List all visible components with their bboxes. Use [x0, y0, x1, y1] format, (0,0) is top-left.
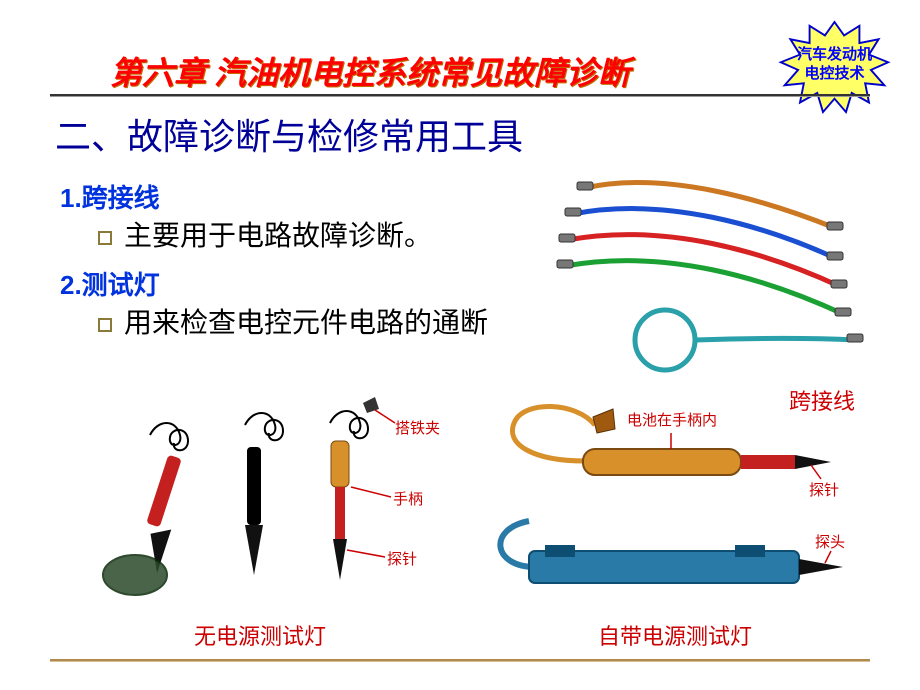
wire-1	[585, 183, 835, 228]
ann-handle: 手柄	[393, 488, 423, 509]
ann-battery: 电池在手柄内	[627, 409, 717, 430]
bullet-square-icon	[98, 318, 112, 332]
item-head-1: 1.跨接线	[60, 178, 490, 215]
figure-nopower-label: 无电源测试灯	[95, 619, 425, 651]
wire-5	[695, 339, 855, 341]
badge-line2: 电控技术	[804, 66, 864, 82]
bottom-rule	[50, 659, 870, 662]
badge-line1: 汽车发动机	[797, 47, 872, 63]
wire-loop	[635, 310, 695, 370]
ann-clip: 搭铁夹	[395, 417, 440, 438]
figure-no-power-lamp: 搭铁夹 手柄 探针 无电源测试灯	[95, 395, 425, 651]
figure-self-power-lamp: 电池在手柄内 探针 探头 自带电源测试灯	[475, 395, 875, 651]
top-clip-icon	[593, 409, 615, 433]
bullet-text-1: 主要用于电路故障诊断。	[124, 219, 432, 255]
bottom-probe-tip-icon	[799, 559, 843, 575]
top-rule	[50, 94, 870, 97]
item-head-2: 2.测试灯	[60, 265, 490, 302]
bullet-row-1: 主要用于电路故障诊断。	[98, 219, 490, 255]
ann-probe2: 探头	[815, 531, 845, 552]
badge-text: 汽车发动机 电控技术	[777, 46, 892, 84]
top-handle	[583, 449, 741, 475]
bullet-text-2: 用来检查电控元件电路的通断	[124, 306, 488, 342]
chapter-title: 第六章 汽油机电控系统常见故障诊断	[110, 48, 630, 94]
ann-probe: 探针	[387, 548, 417, 569]
figure-jumper-wires: 跨接线	[525, 170, 875, 416]
section-title: 二、故障诊断与检修常用工具	[55, 108, 523, 160]
top-shaft	[741, 455, 795, 469]
figure-selfpower-label: 自带电源测试灯	[475, 619, 875, 651]
badge-starburst: 汽车发动机 电控技术	[777, 18, 892, 118]
content-block: 1.跨接线 主要用于电路故障诊断。 2.测试灯 用来检查电控元件电路的通断	[60, 172, 490, 353]
slide: 第六章 汽油机电控系统常见故障诊断 汽车发动机 电控技术 二、故障诊断与检修常用…	[0, 0, 920, 690]
bullet-square-icon	[98, 231, 112, 245]
bullet-row-2: 用来检查电控元件电路的通断	[98, 306, 490, 342]
top-wire	[512, 406, 595, 461]
ann-probe1: 探针	[809, 479, 839, 500]
